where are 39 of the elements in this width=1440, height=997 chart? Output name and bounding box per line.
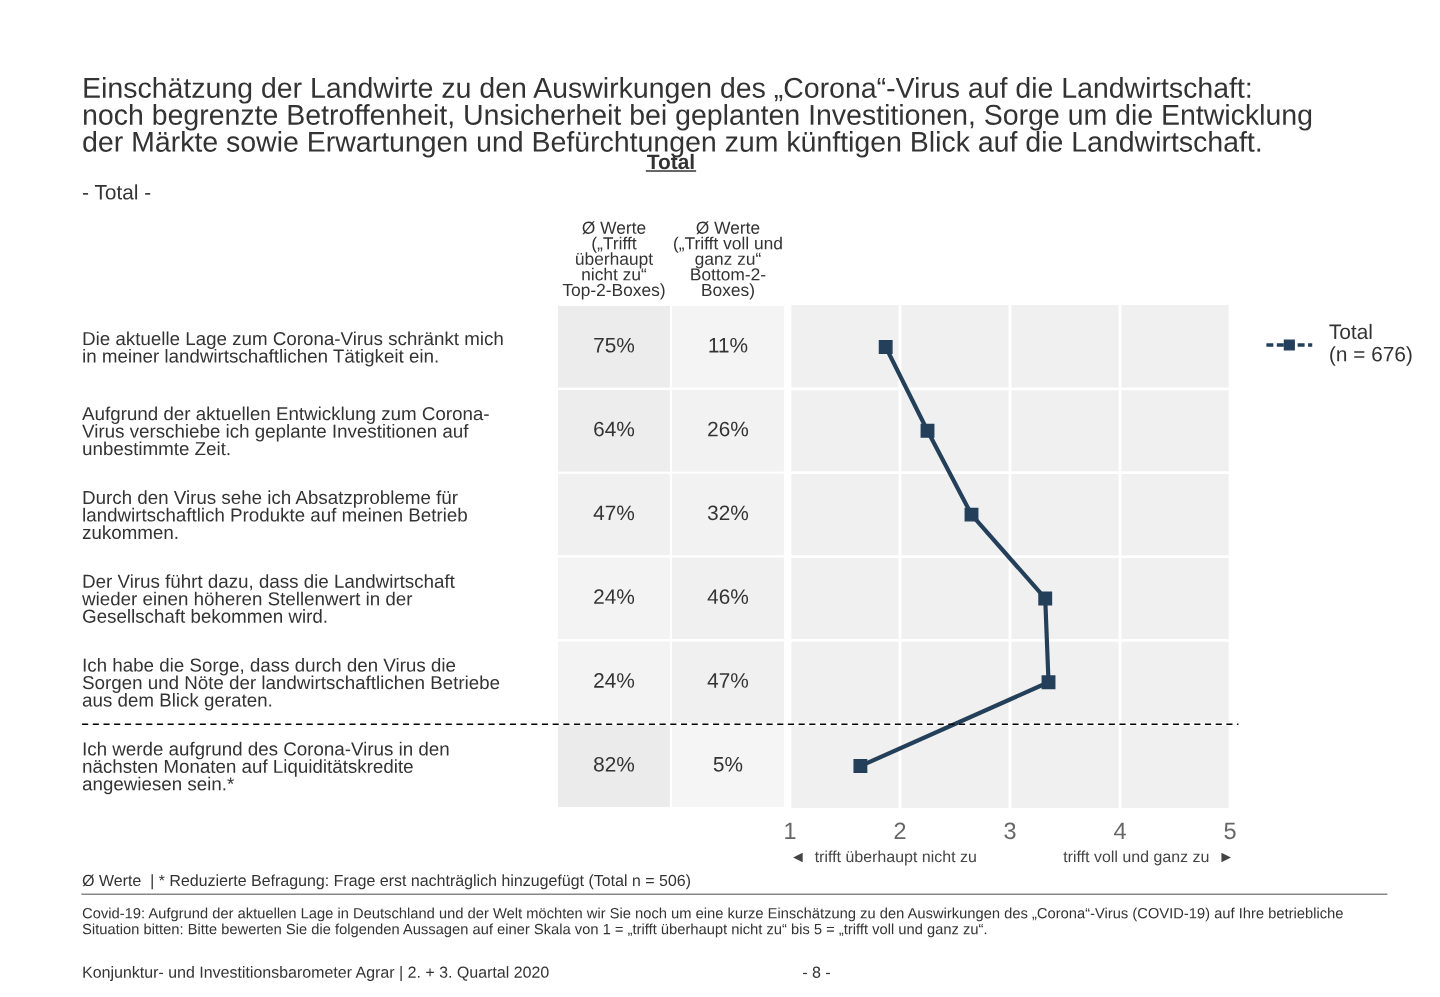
point	[853, 759, 868, 774]
text: Ø Werte | * Reduzierte Befragung: Frage erst nachträglich hinzugefügt (Total n = 506)	[82, 874, 690, 890]
data-label: 11%	[709, 337, 748, 353]
data-label: 47%	[593, 505, 635, 521]
x-tick-label: 5	[1224, 822, 1236, 840]
data-label: 75%	[594, 337, 635, 353]
text: Konjunktur- und Investitionsbarometer Agrar | 2. + 3. Quartal 2020	[83, 966, 549, 982]
point	[964, 507, 979, 522]
x-tick-label: 2	[894, 822, 906, 839]
y-tick-label: Die aktuelle Lage zum Corona-Virus schränkt mich in meiner landwirtschaftlichen Tätigkeit ein.	[83, 331, 503, 367]
point	[1038, 591, 1053, 606]
point	[878, 340, 893, 354]
text: - Total -	[83, 184, 151, 200]
data-label: 32%	[707, 505, 749, 521]
y-tick-label: Ich habe die Sorge, dass durch den Virus die Sorgen und Nöte der landwirtschaftlichen Betriebe aus dem Blick geraten.	[82, 657, 500, 711]
text: - 8 -	[802, 966, 830, 978]
text: trifft voll und ganz zu ►	[1063, 850, 1231, 866]
text: Covid-19: Aufgrund der aktuellen Lage in Deutschland und der Welt möchten wir Sie noch um eine kurze Einschätzung zu den Auswirkungen des „Corona“-Virus (COVID-19) auf Ihre betriebliche Situation bitten: Bitte bewerten Sie die folgenden Aussagen auf einer Skala von 1 = „trifft überhaupt nicht zu“ bis 5 = „trifft voll und ganz zu“.	[82, 907, 1343, 938]
data-label: 64%	[594, 421, 635, 437]
data-label: 82%	[594, 756, 635, 772]
data-label: 24%	[594, 589, 635, 604]
x-tick-label: 4	[1114, 822, 1126, 839]
data-label: 46%	[707, 589, 749, 605]
y-tick-label: Durch den Virus sehe ich Absatzprobleme für landwirtschaftlich Produkte auf meinen Betrieb zukommen.	[82, 490, 467, 540]
point	[920, 423, 935, 438]
data-label: 26%	[708, 421, 749, 437]
y-tick-label: Ich werde aufgrund des Corona-Virus in den nächsten Monaten auf Liquiditätskredite angewiesen sein.*	[82, 741, 449, 795]
data-label: 47%	[707, 673, 749, 688]
data-label: 24%	[594, 673, 635, 688]
point	[1041, 675, 1056, 690]
text: ◄ trifft überhaupt nicht zu	[793, 850, 976, 866]
data-label: 5%	[713, 756, 743, 772]
x-tick-label: Ø Werte („Trifft überhaupt nicht zu“ Top-2-Boxes)	[562, 221, 665, 300]
x-tick-label: Ø Werte („Trifft voll und ganz zu“ Bottom-2- Boxes)	[674, 221, 782, 300]
x-tick-label: 1	[785, 822, 796, 839]
y-tick-label: Aufgrund der aktuellen Entwicklung zum Corona- Virus verschiebe ich geplante Investitionen auf unbestimmte Zeit.	[82, 406, 489, 456]
x-tick-label: 3	[1004, 822, 1016, 840]
y-tick-label: Der Virus führt dazu, dass die Landwirtschaft wieder einen höheren Stellenwert in der Gesellschaft bekommen wird.	[82, 574, 455, 623]
legend-label: Total (n = 676)	[1329, 323, 1412, 366]
